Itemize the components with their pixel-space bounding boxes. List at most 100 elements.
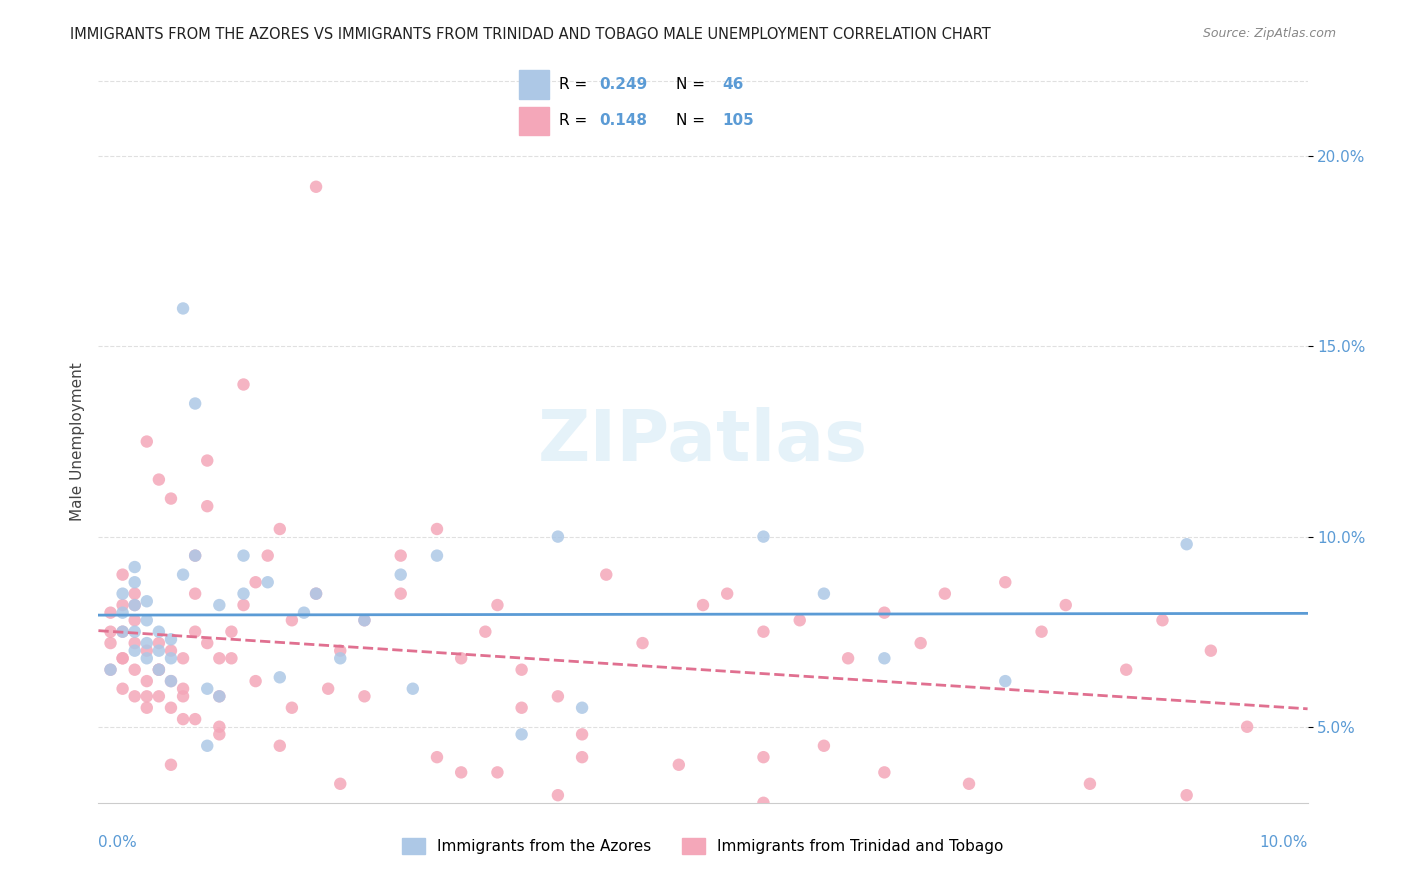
Point — [789, 613, 811, 627]
Point — [269, 522, 291, 536]
Point — [208, 690, 231, 704]
Point — [402, 681, 425, 696]
Point — [172, 567, 194, 582]
Point — [256, 575, 278, 590]
Point — [910, 636, 932, 650]
Point — [571, 700, 593, 714]
Point — [208, 727, 231, 741]
Point — [148, 690, 170, 704]
Point — [1054, 598, 1077, 612]
Point — [292, 606, 315, 620]
Point — [195, 739, 218, 753]
Point — [172, 690, 194, 704]
Point — [281, 613, 304, 627]
Point — [245, 575, 267, 590]
Text: R =: R = — [558, 112, 592, 128]
Point — [111, 567, 134, 582]
Point — [426, 750, 449, 764]
Point — [100, 663, 122, 677]
Point — [389, 549, 412, 563]
Point — [232, 587, 254, 601]
Point — [148, 624, 170, 639]
Point — [184, 549, 207, 563]
Point — [100, 663, 122, 677]
Point — [752, 530, 775, 544]
Point — [111, 651, 134, 665]
Text: Source: ZipAtlas.com: Source: ZipAtlas.com — [1202, 27, 1336, 40]
Point — [1078, 777, 1101, 791]
Point — [135, 651, 157, 665]
Point — [221, 651, 243, 665]
Point — [100, 636, 122, 650]
Point — [631, 636, 654, 650]
Point — [595, 567, 617, 582]
Point — [994, 674, 1017, 689]
Point — [111, 606, 134, 620]
Text: ZIPatlas: ZIPatlas — [538, 407, 868, 476]
Point — [124, 587, 146, 601]
Y-axis label: Male Unemployment: Male Unemployment — [69, 362, 84, 521]
Point — [111, 651, 134, 665]
Point — [195, 636, 218, 650]
Point — [184, 396, 207, 410]
Point — [124, 636, 146, 650]
Point — [716, 587, 738, 601]
Point — [813, 587, 835, 601]
Point — [172, 301, 194, 316]
Point — [124, 598, 146, 612]
Point — [305, 587, 328, 601]
Point — [111, 624, 134, 639]
Point — [1175, 788, 1198, 802]
Point — [353, 613, 375, 627]
Point — [232, 598, 254, 612]
Text: 0.0%: 0.0% — [98, 836, 138, 850]
Point — [184, 587, 207, 601]
Point — [486, 765, 509, 780]
Point — [837, 651, 859, 665]
Point — [353, 613, 375, 627]
Point — [474, 624, 496, 639]
Point — [934, 587, 956, 601]
Point — [160, 674, 183, 689]
Point — [281, 700, 304, 714]
Point — [208, 720, 231, 734]
Point — [329, 777, 352, 791]
Text: 105: 105 — [723, 112, 755, 128]
Point — [208, 690, 231, 704]
Point — [111, 587, 134, 601]
Point — [547, 788, 569, 802]
Point — [124, 613, 146, 627]
Point — [486, 598, 509, 612]
Point — [148, 663, 170, 677]
Point — [148, 473, 170, 487]
Text: N =: N = — [676, 112, 710, 128]
Point — [426, 522, 449, 536]
Text: 10.0%: 10.0% — [1260, 836, 1308, 850]
Point — [547, 690, 569, 704]
Point — [232, 377, 254, 392]
Point — [135, 434, 157, 449]
Point — [1152, 613, 1174, 627]
Point — [547, 530, 569, 544]
Point — [111, 598, 134, 612]
Point — [160, 651, 183, 665]
Point — [184, 712, 207, 726]
Point — [172, 651, 194, 665]
Text: R =: R = — [558, 77, 592, 92]
Point — [135, 594, 157, 608]
Point — [305, 179, 328, 194]
Point — [571, 750, 593, 764]
Point — [135, 674, 157, 689]
Point — [994, 575, 1017, 590]
Point — [510, 700, 533, 714]
Point — [184, 624, 207, 639]
Point — [195, 499, 218, 513]
Point — [135, 643, 157, 657]
Point — [873, 606, 896, 620]
Point — [631, 804, 654, 818]
Point — [195, 681, 218, 696]
Point — [316, 681, 339, 696]
Point — [124, 663, 146, 677]
Point — [305, 587, 328, 601]
Text: IMMIGRANTS FROM THE AZORES VS IMMIGRANTS FROM TRINIDAD AND TOBAGO MALE UNEMPLOYM: IMMIGRANTS FROM THE AZORES VS IMMIGRANTS… — [70, 27, 991, 42]
